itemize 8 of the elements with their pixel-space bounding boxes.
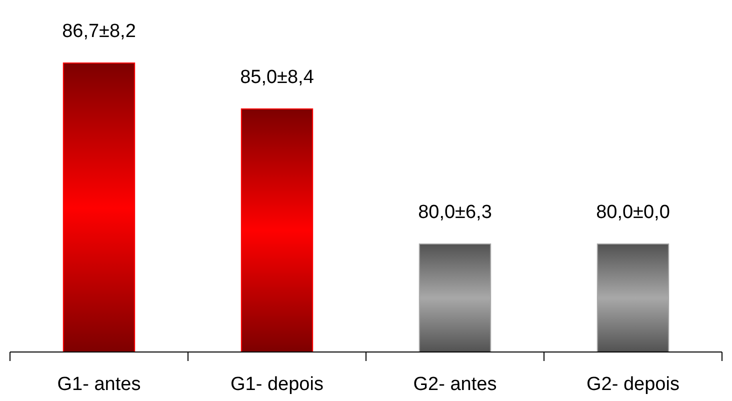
data-label: 80,0±6,3 [418, 202, 492, 223]
x-tick-label: G1- depois [230, 374, 324, 395]
data-label: 80,0±0,0 [596, 202, 670, 223]
x-tick-label: G2- antes [413, 374, 497, 395]
data-label: 85,0±8,4 [240, 66, 314, 88]
data-label: 86,7±8,2 [62, 21, 136, 42]
x-tick-label: G1- antes [57, 374, 141, 395]
x-tick-label: G2- depois [586, 374, 680, 395]
